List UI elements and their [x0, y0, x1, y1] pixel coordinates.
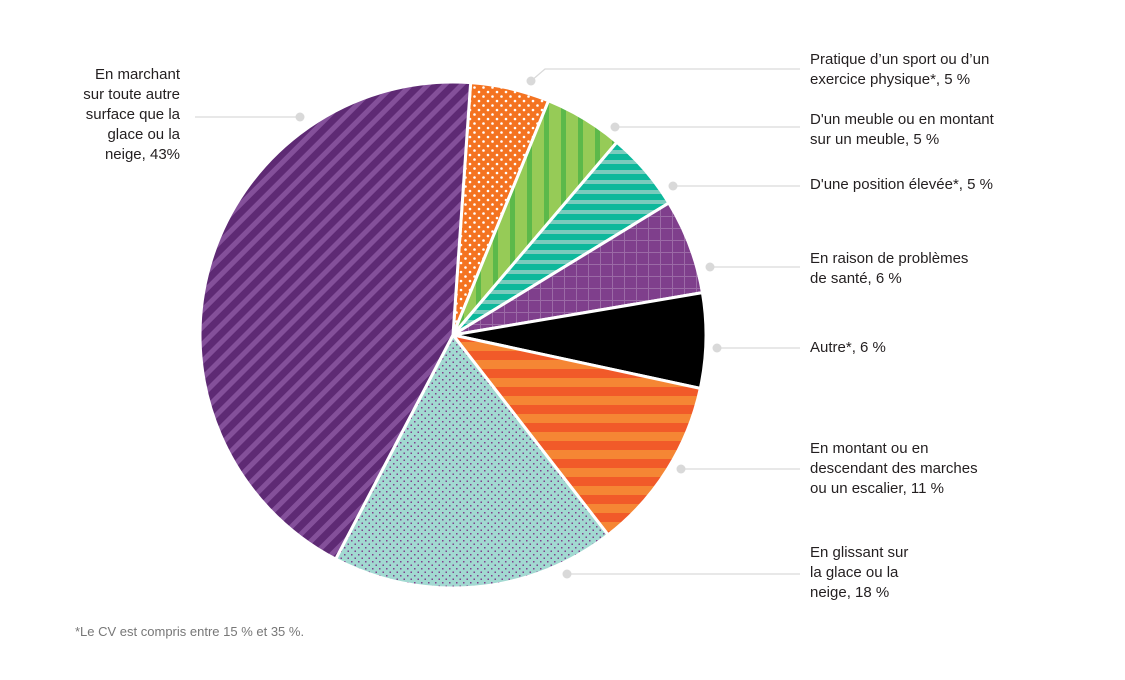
- pie-slice: [198, 80, 473, 562]
- leader-dot: [668, 181, 678, 191]
- slice-label: En glissant sur la glace ou la neige, 18…: [810, 544, 909, 601]
- slice-label: D'un meuble ou en montant sur un meuble,…: [810, 111, 994, 148]
- leader-dot: [705, 262, 715, 272]
- slice-label: En raison de problèmes de santé, 6 %: [810, 250, 969, 287]
- slice-label: En marchant sur toute autre surface que …: [83, 66, 180, 163]
- leader-dot: [295, 112, 305, 122]
- pie-slice: [333, 332, 611, 590]
- leader-dot: [610, 122, 620, 132]
- leader-dot: [562, 569, 572, 579]
- leader-dot: [712, 343, 722, 353]
- slice-label: Autre*, 6 %: [810, 339, 886, 356]
- footnote: *Le CV est compris entre 15 % et 35 %.: [75, 624, 305, 639]
- slice-label: Pratique d’un sport ou d’un exercice phy…: [810, 51, 990, 88]
- leader-dot: [676, 464, 686, 474]
- pie-slice: [449, 332, 703, 537]
- slice-label: En montant ou en descendant des marches …: [810, 440, 978, 497]
- leader-dot: [526, 76, 536, 86]
- leader-line: [530, 68, 800, 82]
- slice-label: D'une position élevée*, 5 %: [810, 176, 993, 193]
